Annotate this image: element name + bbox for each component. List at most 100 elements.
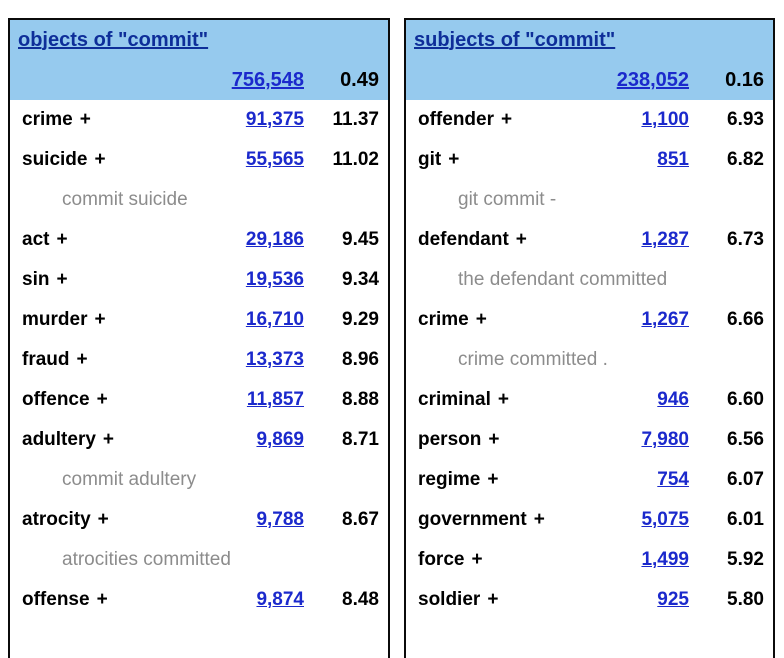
total-frequency-link[interactable]: 756,548 <box>231 68 304 91</box>
salience-score: 6.60 <box>727 389 764 410</box>
collocate-word: crime <box>22 109 73 130</box>
table-row: sin +19,536 9.34 <box>10 260 388 300</box>
collocate-cell: adultery + <box>10 429 194 451</box>
example-text: commit suicide <box>62 189 188 210</box>
frequency-link[interactable]: 55,565 <box>245 149 304 170</box>
table-row: offence +11,857 8.88 <box>10 380 388 420</box>
table-row: crime +1,267 6.66 <box>406 300 773 340</box>
objects-table: objects of "commit" 756,548 0.49 crime +9… <box>8 18 390 658</box>
expand-plus-icon[interactable]: + <box>533 509 545 530</box>
expand-plus-icon[interactable]: + <box>94 149 106 170</box>
frequency-link[interactable]: 29,186 <box>245 229 304 250</box>
subjects-totals-row: 238,052 0.16 <box>406 60 773 100</box>
expand-plus-icon[interactable]: + <box>96 389 108 410</box>
collocate-word: soldier <box>418 589 481 610</box>
example-text: commit adultery <box>62 469 197 490</box>
expand-plus-icon[interactable]: + <box>79 109 91 130</box>
frequency-link[interactable]: 9,874 <box>256 589 304 610</box>
frequency-link[interactable]: 754 <box>657 469 689 490</box>
collocate-cell: suicide + <box>10 149 194 171</box>
collocate-cell: act + <box>10 229 194 251</box>
frequency-link[interactable]: 19,536 <box>245 269 304 290</box>
collocate-word: regime <box>418 469 481 490</box>
objects-table-header: objects of "commit" 756,548 0.49 <box>10 20 388 100</box>
expand-plus-icon[interactable]: + <box>448 149 460 170</box>
total-frequency-link[interactable]: 238,052 <box>616 68 689 91</box>
collocate-word: government <box>418 509 527 530</box>
expand-plus-icon[interactable]: + <box>97 509 109 530</box>
collocate-cell: murder + <box>10 309 194 331</box>
table-row: soldier +925 5.80 <box>406 580 773 620</box>
table-row: act + 29,186 9.45 <box>10 220 388 260</box>
table-row: fraud + 13,373 8.96 <box>10 340 388 380</box>
salience-score: 11.37 <box>332 109 380 130</box>
collocate-word: force <box>418 549 465 570</box>
collocate-cell: soldier + <box>406 589 579 611</box>
frequency-link[interactable]: 851 <box>657 149 689 170</box>
collocate-word: sin <box>22 269 50 290</box>
frequency-link[interactable]: 925 <box>657 589 689 610</box>
frequency-link[interactable]: 1,100 <box>641 109 689 130</box>
collocate-cell: atrocity + <box>10 509 194 531</box>
expand-plus-icon[interactable]: + <box>501 109 513 130</box>
expand-plus-icon[interactable]: + <box>497 389 509 410</box>
collocate-word: defendant <box>418 229 509 250</box>
expand-plus-icon[interactable]: + <box>487 469 499 490</box>
expand-plus-icon[interactable]: + <box>76 349 88 370</box>
table-row: defendant +1,287 6.73 <box>406 220 773 260</box>
collocate-word: adultery <box>22 429 96 450</box>
table-row: force +1,499 5.92 <box>406 540 773 580</box>
frequency-link[interactable]: 16,710 <box>245 309 304 330</box>
objects-table-title-link[interactable]: objects of "commit" <box>18 28 209 51</box>
example-row: commit suicide <box>10 180 388 220</box>
frequency-link[interactable]: 1,267 <box>641 309 689 330</box>
collocate-cell: sin + <box>10 269 194 291</box>
table-row: offender +1,100 6.93 <box>406 100 773 140</box>
frequency-link[interactable]: 5,075 <box>641 509 689 530</box>
expand-plus-icon[interactable]: + <box>56 269 68 290</box>
salience-score: 6.01 <box>727 509 764 530</box>
frequency-link[interactable]: 1,287 <box>641 229 689 250</box>
table-row: suicide +55,565 11.02 <box>10 140 388 180</box>
example-row: the defendant committed <box>406 260 773 300</box>
expand-plus-icon[interactable]: + <box>96 589 108 610</box>
example-row: crime committed . <box>406 340 773 380</box>
collocate-cell: fraud + <box>10 349 194 371</box>
objects-table-body: crime +91,375 11.37 suicide +55,565 11.02 comm… <box>10 100 388 620</box>
salience-score: 6.73 <box>727 229 764 250</box>
salience-score: 8.71 <box>342 429 379 450</box>
objects-totals-row: 756,548 0.49 <box>10 60 388 100</box>
frequency-link[interactable]: 9,788 <box>256 509 304 530</box>
salience-score: 8.96 <box>342 349 379 370</box>
expand-plus-icon[interactable]: + <box>102 429 115 450</box>
frequency-link[interactable]: 9,869 <box>256 429 304 450</box>
expand-plus-icon[interactable]: + <box>56 229 68 250</box>
frequency-link[interactable]: 946 <box>657 389 689 410</box>
frequency-link[interactable]: 91,375 <box>245 109 304 130</box>
table-row: murder +16,710 9.29 <box>10 300 388 340</box>
subjects-table: subjects of "commit" 238,052 0.16 offend… <box>404 18 775 658</box>
table-row: crime +91,375 11.37 <box>10 100 388 140</box>
expand-plus-icon[interactable]: + <box>475 309 487 330</box>
frequency-link[interactable]: 13,373 <box>245 349 304 370</box>
example-row: atrocities committed <box>10 540 388 580</box>
collocate-cell: government + <box>406 509 579 531</box>
collocate-cell: criminal + <box>406 389 579 411</box>
subjects-table-title-link[interactable]: subjects of "commit" <box>414 28 616 51</box>
expand-plus-icon[interactable]: + <box>488 429 500 450</box>
expand-plus-icon[interactable]: + <box>515 229 527 250</box>
collocate-cell: offense + <box>10 589 194 611</box>
frequency-link[interactable]: 7,980 <box>641 429 689 450</box>
salience-score: 5.92 <box>727 549 764 570</box>
frequency-link[interactable]: 11,857 <box>246 389 304 410</box>
salience-score: 5.80 <box>727 589 764 610</box>
frequency-link[interactable]: 1,499 <box>641 549 689 570</box>
collocate-word: offense <box>22 589 90 610</box>
table-row: person +7,980 6.56 <box>406 420 773 460</box>
collocate-word: crime <box>418 309 469 330</box>
expand-plus-icon[interactable]: + <box>487 589 499 610</box>
expand-plus-icon[interactable]: + <box>94 309 106 330</box>
salience-score: 9.45 <box>342 229 379 250</box>
expand-plus-icon[interactable]: + <box>471 549 483 570</box>
collocate-cell: git + <box>406 149 579 171</box>
